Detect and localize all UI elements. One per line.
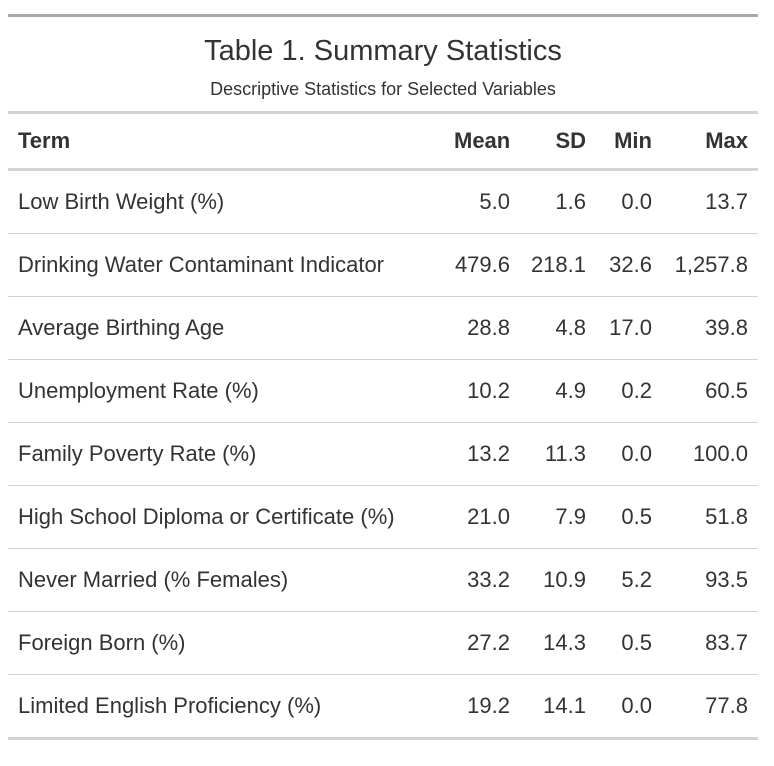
cell-term: Family Poverty Rate (%) — [8, 422, 444, 486]
cell-term: Low Birth Weight (%) — [8, 169, 444, 234]
table-title: Table 1. Summary Statistics — [204, 35, 562, 67]
cell-mean: 10.2 — [444, 359, 520, 423]
cell-max: 77.8 — [662, 674, 758, 740]
cell-sd: 14.3 — [520, 611, 596, 675]
summary-table-container: Table 1. Summary Statistics Descriptive … — [8, 14, 758, 740]
cell-sd: 11.3 — [520, 422, 596, 486]
cell-term: Unemployment Rate (%) — [8, 359, 444, 423]
cell-min: 0.0 — [596, 674, 662, 740]
table-row: Never Married (% Females) 33.2 10.9 5.2 … — [8, 548, 758, 612]
cell-term: High School Diploma or Certificate (%) — [8, 485, 444, 549]
cell-mean: 19.2 — [444, 674, 520, 740]
column-header-sd: SD — [520, 114, 596, 171]
cell-sd: 14.1 — [520, 674, 596, 740]
cell-term: Foreign Born (%) — [8, 611, 444, 675]
table-row: High School Diploma or Certificate (%) 2… — [8, 485, 758, 549]
cell-sd: 1.6 — [520, 169, 596, 234]
table-row: Unemployment Rate (%) 10.2 4.9 0.2 60.5 — [8, 359, 758, 423]
cell-max: 39.8 — [662, 296, 758, 360]
cell-min: 0.0 — [596, 422, 662, 486]
table-subtitle: Descriptive Statistics for Selected Vari… — [210, 79, 556, 99]
cell-mean: 21.0 — [444, 485, 520, 549]
header-rule — [8, 111, 758, 114]
cell-term: Drinking Water Contaminant Indicator — [8, 233, 444, 297]
cell-mean: 5.0 — [444, 169, 520, 234]
column-header-max: Max — [662, 114, 758, 171]
cell-max: 100.0 — [662, 422, 758, 486]
cell-min: 17.0 — [596, 296, 662, 360]
cell-mean: 13.2 — [444, 422, 520, 486]
table-row: Foreign Born (%) 27.2 14.3 0.5 83.7 — [8, 611, 758, 675]
table-row: Drinking Water Contaminant Indicator 479… — [8, 233, 758, 297]
cell-term: Never Married (% Females) — [8, 548, 444, 612]
header-row: Term Mean SD Min Max — [8, 114, 758, 171]
column-header-mean: Mean — [444, 114, 520, 171]
cell-max: 13.7 — [662, 169, 758, 234]
column-header-min: Min — [596, 114, 662, 171]
cell-max: 83.7 — [662, 611, 758, 675]
table-row: Limited English Proficiency (%) 19.2 14.… — [8, 674, 758, 740]
cell-max: 1,257.8 — [662, 233, 758, 297]
cell-sd: 7.9 — [520, 485, 596, 549]
cell-min: 32.6 — [596, 233, 662, 297]
table-row: Average Birthing Age 28.8 4.8 17.0 39.8 — [8, 296, 758, 360]
table-row: Low Birth Weight (%) 5.0 1.6 0.0 13.7 — [8, 169, 758, 234]
cell-min: 0.2 — [596, 359, 662, 423]
cell-sd: 10.9 — [520, 548, 596, 612]
cell-term: Average Birthing Age — [8, 296, 444, 360]
cell-term: Limited English Proficiency (%) — [8, 674, 444, 740]
table-row: Family Poverty Rate (%) 13.2 11.3 0.0 10… — [8, 422, 758, 486]
cell-sd: 4.8 — [520, 296, 596, 360]
cell-min: 0.0 — [596, 169, 662, 234]
cell-max: 60.5 — [662, 359, 758, 423]
cell-max: 93.5 — [662, 548, 758, 612]
cell-max: 51.8 — [662, 485, 758, 549]
cell-min: 5.2 — [596, 548, 662, 612]
cell-mean: 33.2 — [444, 548, 520, 612]
top-rule — [8, 14, 758, 17]
cell-sd: 218.1 — [520, 233, 596, 297]
cell-min: 0.5 — [596, 485, 662, 549]
cell-sd: 4.9 — [520, 359, 596, 423]
cell-mean: 479.6 — [444, 233, 520, 297]
cell-mean: 28.8 — [444, 296, 520, 360]
summary-table: Term Mean SD Min Max Low Birth Weight (%… — [8, 114, 758, 740]
cell-mean: 27.2 — [444, 611, 520, 675]
cell-min: 0.5 — [596, 611, 662, 675]
column-header-term: Term — [8, 114, 444, 171]
